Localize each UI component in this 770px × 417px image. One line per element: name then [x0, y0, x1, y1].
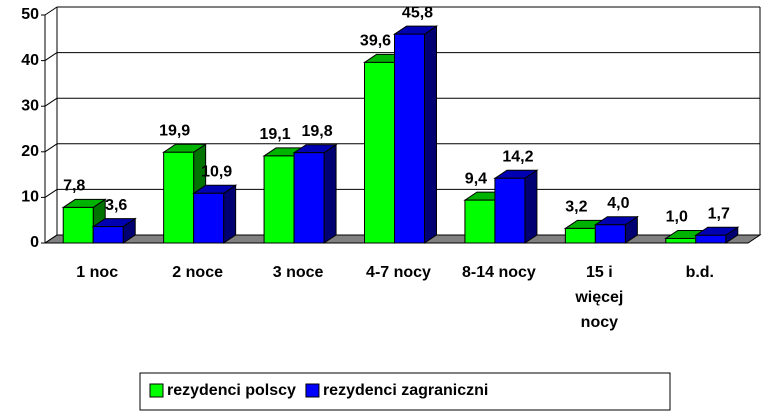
data-label: 3,2 [565, 199, 587, 216]
y-tick-label: 50 [21, 6, 39, 23]
bar-side [223, 184, 237, 244]
data-label: 10,9 [201, 164, 232, 181]
bar [694, 226, 740, 244]
grid-line-side [44, 52, 58, 62]
data-label: 14,2 [502, 148, 533, 165]
y-tick-label: 40 [21, 52, 39, 69]
x-tick-label: 2 noce [172, 264, 223, 281]
data-label: 19,1 [260, 126, 291, 143]
grid-line-side [44, 188, 58, 198]
x-tick-label: b.d. [685, 264, 714, 281]
data-label: 39,6 [360, 33, 391, 50]
y-tick-label: 20 [21, 143, 39, 160]
y-tick-label: 0 [30, 234, 39, 251]
bar-front [564, 227, 596, 244]
bar-front [695, 234, 727, 244]
data-label: 19,8 [302, 123, 333, 140]
bar-front [394, 33, 425, 244]
x-tick-label: 3 noce [272, 264, 324, 281]
legend-label: rezydenci polscy [167, 382, 296, 399]
legend: rezydenci polscy rezydenci zagraniczni [139, 372, 671, 411]
bar-front [92, 226, 124, 244]
bar-side [323, 143, 337, 244]
bar-front [364, 61, 395, 244]
grid-line-side [44, 234, 58, 244]
y-tick-label: 10 [21, 189, 39, 206]
data-label: 9,4 [465, 170, 487, 187]
data-label: 45,8 [402, 4, 433, 21]
bar-front [62, 206, 94, 244]
grid-line-side [44, 143, 58, 153]
bar [493, 169, 539, 244]
x-tick-label: 8-14 nocy [462, 264, 536, 281]
bar [91, 217, 137, 244]
legend-label: rezydenci zagraniczni [323, 382, 488, 399]
grid-line-side [44, 6, 58, 16]
x-tick-label: 4-7 nocy [366, 264, 431, 281]
bar-front [665, 237, 697, 244]
data-label: 1,7 [708, 205, 730, 222]
y-tick-label: 30 [21, 97, 39, 114]
bar-front [163, 151, 195, 244]
bar-front [594, 224, 626, 244]
x-tick-label: 15 i więcej nocy [575, 264, 624, 331]
bar-front [494, 177, 526, 244]
bar-front [464, 199, 496, 244]
legend-swatch [149, 383, 164, 398]
bar-front [193, 192, 225, 244]
bar-front [263, 155, 295, 244]
grid-line-side [44, 97, 58, 107]
data-label: 19,9 [159, 122, 190, 139]
data-label: 4,0 [607, 195, 629, 212]
legend-swatch [305, 383, 320, 398]
bar-side [424, 25, 437, 244]
data-label: 1,0 [666, 209, 688, 226]
bar [191, 184, 238, 244]
data-label: 3,6 [105, 197, 127, 214]
data-label: 7,8 [63, 178, 85, 195]
bar [392, 25, 439, 244]
legend-box [139, 372, 671, 411]
bar-front [293, 152, 325, 244]
bar-side [524, 169, 538, 244]
bar [292, 143, 338, 244]
x-tick-label: 1 noc [76, 264, 119, 281]
bar [593, 215, 640, 244]
